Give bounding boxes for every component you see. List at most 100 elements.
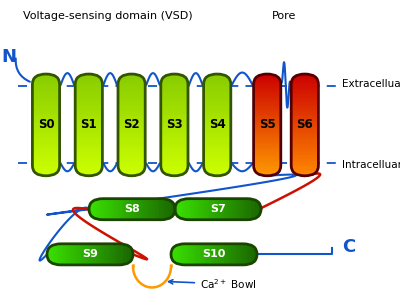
- Text: S1: S1: [80, 118, 97, 132]
- Bar: [291, 99, 319, 101]
- Bar: [118, 140, 146, 142]
- Bar: [32, 92, 60, 95]
- Bar: [130, 244, 132, 265]
- Bar: [82, 244, 83, 265]
- Bar: [203, 155, 231, 157]
- Bar: [291, 104, 319, 106]
- Bar: [203, 169, 231, 171]
- Bar: [32, 167, 60, 169]
- Bar: [75, 114, 103, 116]
- Bar: [203, 145, 231, 147]
- Bar: [175, 244, 177, 265]
- Bar: [291, 160, 319, 162]
- Bar: [203, 132, 231, 133]
- Bar: [203, 172, 231, 174]
- Bar: [203, 141, 231, 144]
- Bar: [160, 121, 188, 123]
- Bar: [291, 92, 319, 95]
- Bar: [84, 244, 86, 265]
- Bar: [291, 89, 319, 91]
- Bar: [216, 198, 218, 220]
- Bar: [203, 133, 231, 135]
- Bar: [253, 136, 281, 138]
- Text: S9: S9: [82, 249, 98, 259]
- Bar: [75, 119, 103, 122]
- Bar: [253, 155, 281, 157]
- Bar: [160, 87, 188, 89]
- Bar: [118, 157, 146, 159]
- Bar: [177, 244, 178, 265]
- Bar: [178, 198, 180, 220]
- Bar: [216, 244, 217, 265]
- Bar: [32, 113, 60, 115]
- Bar: [253, 114, 281, 116]
- Bar: [166, 198, 168, 220]
- Bar: [32, 164, 60, 166]
- Bar: [75, 128, 103, 130]
- Bar: [253, 143, 281, 145]
- Bar: [253, 106, 281, 108]
- Bar: [75, 169, 103, 171]
- Bar: [112, 244, 113, 265]
- Bar: [253, 87, 281, 89]
- Bar: [32, 98, 60, 99]
- Bar: [227, 244, 229, 265]
- Bar: [232, 198, 234, 220]
- Bar: [118, 170, 146, 172]
- Bar: [118, 164, 146, 166]
- Bar: [160, 94, 188, 96]
- Bar: [74, 244, 76, 265]
- Bar: [160, 92, 188, 95]
- Bar: [75, 126, 103, 128]
- Bar: [291, 98, 319, 99]
- Bar: [291, 147, 319, 149]
- Bar: [160, 160, 188, 162]
- Bar: [221, 244, 223, 265]
- Bar: [210, 198, 211, 220]
- Bar: [203, 77, 231, 79]
- Bar: [253, 174, 281, 176]
- Bar: [258, 198, 260, 220]
- Bar: [291, 126, 319, 128]
- Bar: [253, 128, 281, 130]
- Bar: [80, 244, 82, 265]
- Bar: [71, 244, 73, 265]
- Bar: [203, 91, 231, 93]
- Bar: [32, 123, 60, 125]
- Bar: [118, 104, 146, 106]
- Bar: [226, 244, 227, 265]
- Bar: [75, 145, 103, 147]
- Bar: [32, 133, 60, 135]
- Bar: [203, 85, 231, 88]
- Bar: [118, 116, 146, 118]
- Bar: [253, 244, 254, 265]
- Bar: [75, 109, 103, 111]
- Bar: [240, 198, 241, 220]
- Bar: [129, 198, 131, 220]
- Text: Extracelluar: Extracelluar: [342, 79, 400, 89]
- Bar: [160, 82, 188, 84]
- Bar: [116, 198, 118, 220]
- Bar: [158, 198, 160, 220]
- Bar: [222, 198, 224, 220]
- Bar: [254, 244, 256, 265]
- Bar: [291, 159, 319, 160]
- Bar: [291, 113, 319, 115]
- Bar: [228, 244, 230, 265]
- Bar: [134, 198, 135, 220]
- Bar: [291, 167, 319, 169]
- Bar: [237, 198, 238, 220]
- Bar: [203, 162, 231, 164]
- Bar: [93, 198, 95, 220]
- Bar: [244, 244, 246, 265]
- Bar: [256, 244, 258, 265]
- Bar: [75, 123, 103, 125]
- Bar: [160, 169, 188, 171]
- Bar: [160, 135, 188, 137]
- Bar: [160, 84, 188, 86]
- Bar: [75, 79, 103, 81]
- Bar: [32, 76, 60, 77]
- Bar: [291, 114, 319, 116]
- Bar: [32, 159, 60, 160]
- Bar: [118, 99, 146, 101]
